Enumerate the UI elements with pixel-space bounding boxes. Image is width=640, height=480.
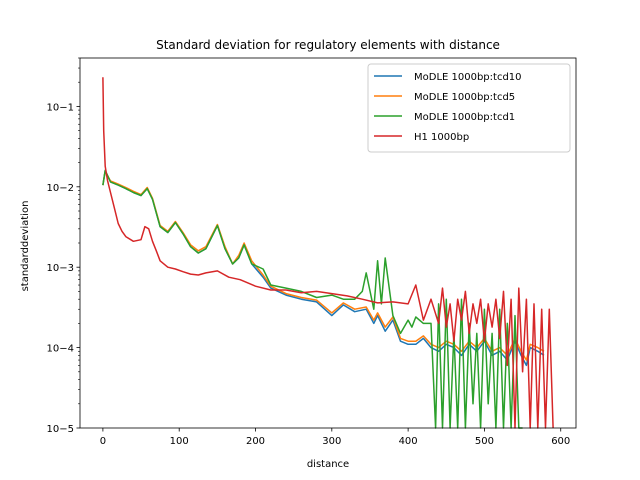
x-axis-label: distance bbox=[307, 459, 349, 470]
y-tick-label: 10−4 bbox=[47, 344, 74, 355]
x-tick-label: 400 bbox=[399, 436, 418, 447]
x-tick-label: 0 bbox=[100, 436, 106, 447]
series-line-1 bbox=[102, 170, 545, 361]
legend-label: MoDLE 1000bp:tcd5 bbox=[414, 92, 515, 103]
x-tick-label: 300 bbox=[322, 436, 341, 447]
legend-label: MoDLE 1000bp:tcd1 bbox=[414, 112, 515, 123]
y-axis-label: standarddeviation bbox=[20, 201, 31, 292]
y-tick-label: 10−2 bbox=[47, 183, 74, 194]
y-tick-label: 10−3 bbox=[47, 263, 74, 274]
x-tick-label: 500 bbox=[475, 436, 494, 447]
series-line-3 bbox=[102, 77, 554, 429]
x-tick-label: 100 bbox=[170, 436, 189, 447]
legend-label: H1 1000bp bbox=[414, 132, 469, 143]
x-axis-ticks: 0 100 200 300 400 500 600 bbox=[100, 428, 570, 447]
plot-lines bbox=[102, 77, 554, 429]
x-tick-label: 200 bbox=[246, 436, 265, 447]
x-tick-label: 600 bbox=[551, 436, 570, 447]
y-tick-label: 10−5 bbox=[47, 424, 74, 435]
legend: MoDLE 1000bp:tcd10 MoDLE 1000bp:tcd5 MoDLE… bbox=[367, 63, 571, 153]
legend-label: MoDLE 1000bp:tcd10 bbox=[414, 72, 522, 83]
y-tick-label: 10−1 bbox=[47, 102, 74, 113]
y-axis-ticks: 10−5 10−4 10−3 10−2 10−1 bbox=[47, 57, 80, 435]
chart-title: Standard deviation for regulatory elemen… bbox=[156, 38, 500, 52]
legend-box bbox=[367, 63, 571, 153]
